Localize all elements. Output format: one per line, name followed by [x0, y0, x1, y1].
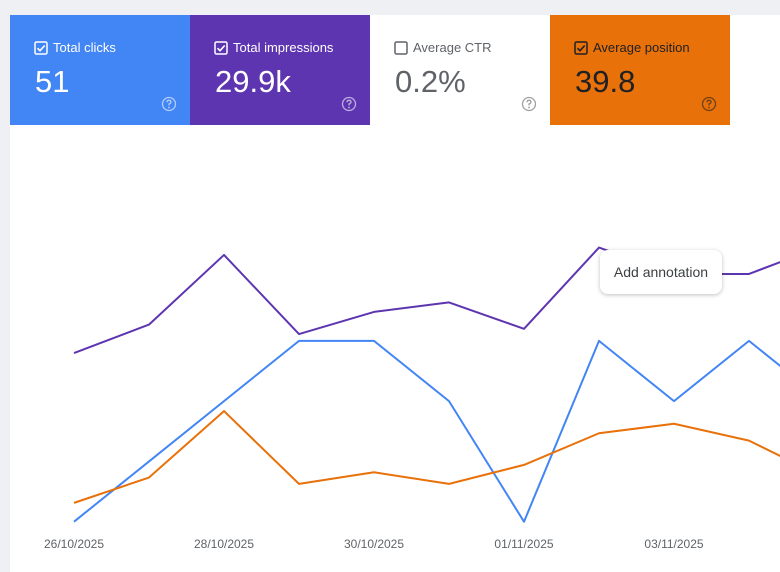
help-mark: [346, 99, 352, 106]
metric-label: Average position: [593, 40, 690, 55]
add-annotation-button[interactable]: Add annotation: [600, 250, 722, 294]
help-icon[interactable]: [701, 96, 717, 112]
metric-label: Total clicks: [53, 40, 116, 55]
metric-card[interactable]: Total impressions 29.9k: [190, 15, 370, 125]
help-dot: [528, 106, 530, 109]
metric-value: 0.2%: [395, 64, 466, 99]
series-line: [73, 410, 780, 504]
x-tick-label: 26/10/2025: [44, 537, 104, 551]
checkbox-tick: [576, 44, 586, 52]
metric-card[interactable]: Total clicks 51: [10, 15, 190, 125]
metric-card[interactable]: Average position 39.8: [550, 15, 730, 125]
checkbox-box: [214, 41, 228, 55]
help-circle: [341, 96, 357, 112]
help-dot: [708, 106, 710, 109]
help-dot: [168, 106, 170, 109]
checkbox[interactable]: [394, 41, 408, 55]
help-circle: [161, 96, 177, 112]
checkbox[interactable]: [214, 41, 228, 55]
x-tick-label: 03/11/2025: [644, 537, 703, 551]
series-line: [73, 339, 780, 523]
checkbox-box: [394, 41, 408, 55]
help-circle: [701, 96, 717, 112]
metric-value: 29.9k: [215, 64, 291, 99]
help-icon[interactable]: [341, 96, 357, 112]
help-icon[interactable]: [521, 96, 537, 112]
help-dot: [348, 106, 350, 109]
help-mark: [526, 99, 532, 106]
x-tick-label: 01/11/2025: [494, 537, 553, 551]
metric-label: Average CTR: [413, 40, 492, 55]
x-tick-label: 28/10/2025: [194, 537, 254, 551]
metric-value: 51: [35, 64, 70, 99]
checkbox-tick: [216, 44, 226, 52]
x-tick-label: 30/10/2025: [344, 537, 404, 551]
checkbox-box: [574, 41, 588, 55]
help-icon[interactable]: [161, 96, 177, 112]
help-mark: [166, 99, 172, 106]
checkbox[interactable]: [34, 41, 48, 55]
metric-value: 39.8: [575, 64, 636, 99]
checkbox-box: [34, 41, 48, 55]
checkbox[interactable]: [574, 41, 588, 55]
help-mark: [706, 99, 712, 106]
checkbox-tick: [36, 44, 46, 52]
metric-card[interactable]: Average CTR 0.2%: [370, 15, 550, 125]
help-circle: [521, 96, 537, 112]
metric-label: Total impressions: [233, 40, 334, 55]
